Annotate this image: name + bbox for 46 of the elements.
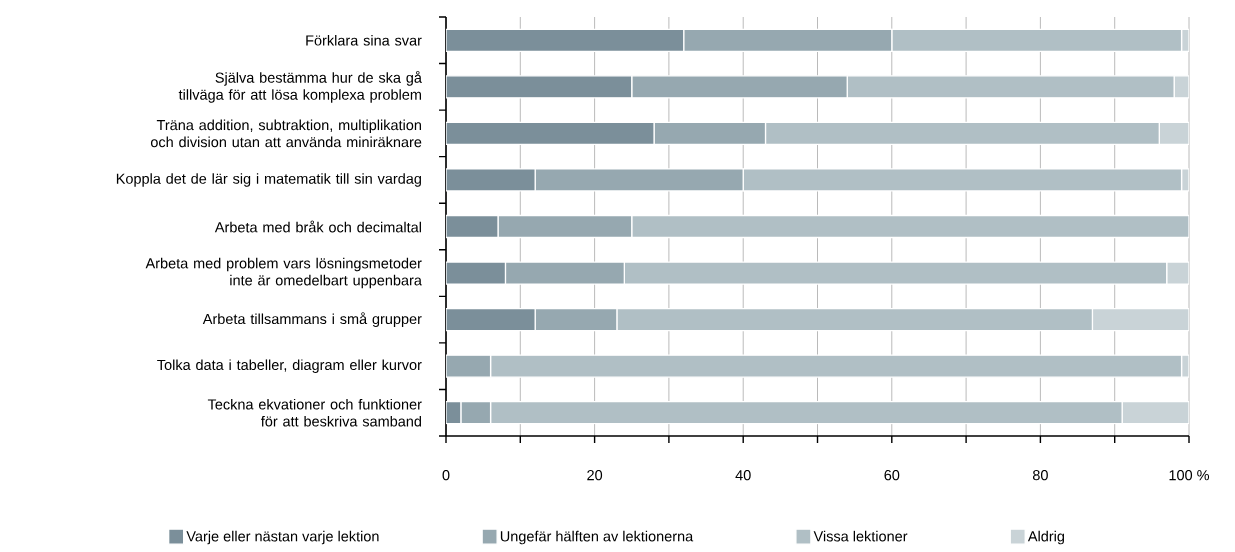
bar [764,121,1160,146]
bar [1091,307,1189,332]
bar [742,168,1183,192]
legend-label: Varje eller nästan varje lektion [186,530,379,545]
bar [631,75,848,99]
bar [653,121,767,146]
bar [683,28,893,52]
bar [446,307,536,332]
y-tick-label: Teckna ekvationer och funktioner för att beskriva samband [207,398,422,427]
x-tick-label: 40 [735,470,751,481]
y-tick-label: Tolka data i tabeller, diagram eller kurvor [157,359,422,373]
y-tick-label: Själva bestämma hur de ska gå tillväga för att lösa komplexa problem [178,70,422,103]
y-tick-label: Koppla det de lär sig i matematik till sin vardag [116,173,421,187]
bar [504,261,625,285]
bar [446,121,655,146]
bar [446,214,499,239]
y-tick-label: Träna addition, subtraktion, multiplikation och division utan att använda miniräknare [150,119,422,148]
bar [616,307,1094,332]
bar [489,354,1183,378]
bar [446,28,685,52]
y-tick-label: Arbeta med bråk och decimaltal [214,220,421,233]
legend-label: Ungefär hälften av lektionerna [500,530,694,545]
bar [497,214,633,239]
x-tick-label: 100 % [1169,470,1210,481]
bar [446,168,536,192]
bar [446,354,492,378]
bar [623,261,1168,285]
bar [460,401,492,425]
bar [489,401,1123,425]
x-tick-label: 0 [442,470,450,481]
legend-label: Vissa lektioner [813,530,908,542]
bar [1158,121,1189,146]
y-tick-label: Arbeta med problem vars lösningsmetoder inte är omedelbart uppenbara [145,257,422,289]
bar [534,307,618,332]
legend-label: Aldrig [1027,530,1065,545]
bar [534,168,744,192]
x-tick-label: 80 [1032,470,1048,481]
bar [891,28,1183,52]
y-tick-label: Förklara sina svar [306,34,422,46]
bar [446,75,633,99]
x-tick-label: 20 [587,470,603,481]
bar [631,214,1189,239]
bar [1121,401,1189,425]
y-tick-label: Arbeta tillsammans i små grupper [202,312,422,327]
bar [846,75,1175,99]
x-tick-label: 60 [884,470,900,481]
